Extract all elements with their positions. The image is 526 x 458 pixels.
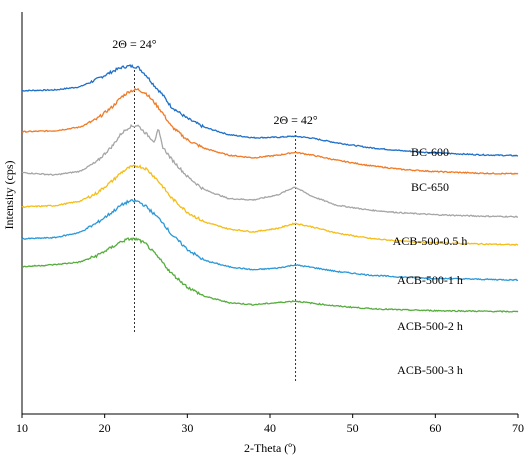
x-tick-label: 40 xyxy=(264,421,276,435)
series-line xyxy=(21,164,519,247)
series-line xyxy=(21,64,519,157)
x-tick-label: 20 xyxy=(99,421,111,435)
x-axis-title: 2-Theta (º) xyxy=(244,441,296,455)
x-tick-label: 50 xyxy=(347,421,359,435)
series-line xyxy=(21,199,519,282)
x-tick-label: 10 xyxy=(16,421,28,435)
series-label: BC-650 xyxy=(411,180,449,194)
series-label: ACB-500-0.5 h xyxy=(393,234,468,248)
plot-frame xyxy=(21,12,518,415)
peak-annotation: 2Θ = 24° xyxy=(112,37,156,51)
peak-annotation: 2Θ = 42° xyxy=(274,113,318,127)
x-tick-label: 70 xyxy=(512,421,524,435)
series-group xyxy=(21,64,519,313)
y-axis-title: Intensity (cps) xyxy=(2,161,16,230)
series-label: ACB-500-2 h xyxy=(397,319,463,333)
series-label: BC-600 xyxy=(411,145,449,159)
series-line xyxy=(21,87,519,175)
x-ticks: 10 20 30 40 50 60 70 xyxy=(16,414,524,435)
x-tick-label: 30 xyxy=(181,421,193,435)
series-labels: BC-600 BC-650 ACB-500-0.5 h ACB-500-1 h ACB-… xyxy=(393,145,468,377)
reference-lines: 2Θ = 24° 2Θ = 42° xyxy=(112,37,318,383)
series-line xyxy=(21,123,519,219)
series-label: ACB-500-3 h xyxy=(397,363,463,377)
series-line xyxy=(21,237,519,313)
x-tick-label: 60 xyxy=(429,421,441,435)
series-label: ACB-500-1 h xyxy=(397,273,463,287)
